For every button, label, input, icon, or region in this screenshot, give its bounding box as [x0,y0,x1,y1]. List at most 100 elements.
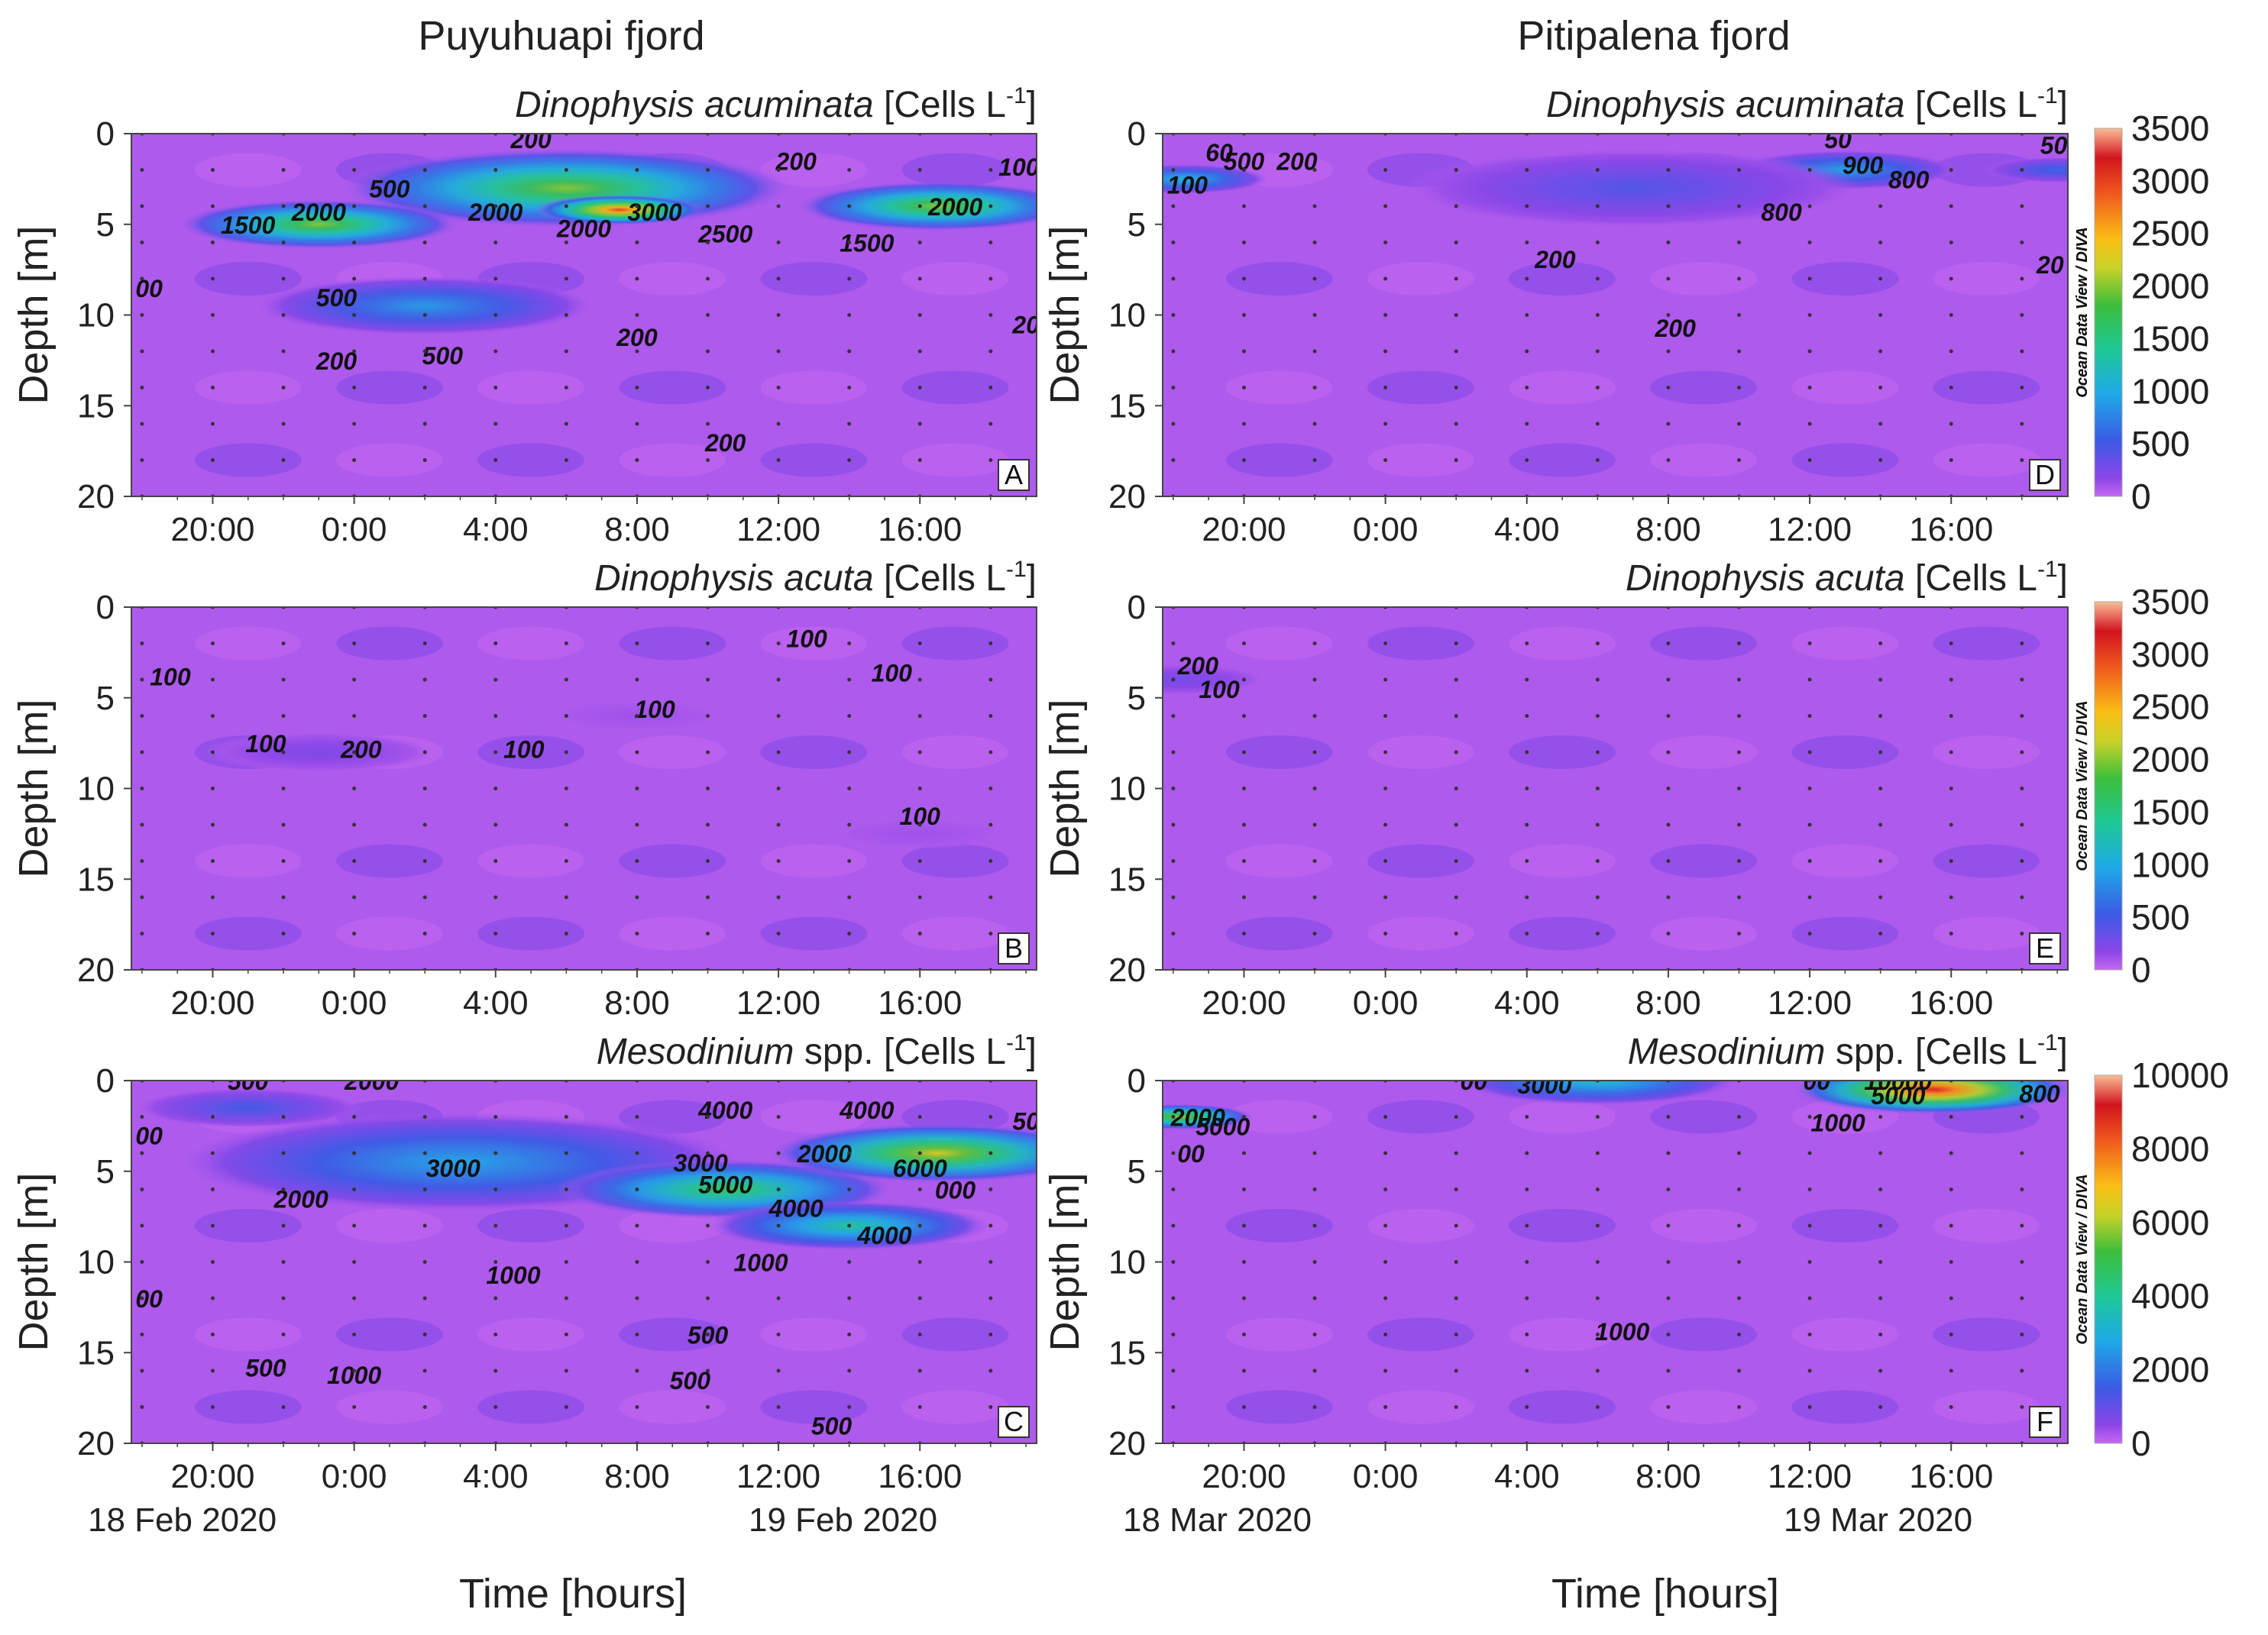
contour-label: 500 [316,284,358,312]
y-axis-label: Depth [m] [1042,225,1088,404]
heatmap-hotspot [1406,148,1859,228]
sample-point [1949,168,1953,172]
x-tick-label: 8:00 [1635,511,1701,548]
sample-point [493,750,498,754]
heatmap-texture [1225,1317,1333,1352]
sample-point [2020,1368,2024,1373]
y-tick-label: 0 [96,589,115,626]
y-tick-label: 15 [77,1334,115,1372]
sample-point [352,1405,357,1409]
sample-point [1525,932,1529,935]
sample-point [1949,750,1953,754]
sample-point [1525,386,1529,389]
panel-title-species: Dinophysis acuminata [515,85,874,125]
sample-point [1171,386,1176,389]
sample-point [1807,313,1812,317]
colorbar-tick-label: 2000 [2131,267,2209,306]
sample-point [1525,1260,1529,1264]
colorbar-F: 10000 8000 6000 4000 2000 0 Ocean Data View / … [2074,1055,2229,1463]
panel-letter: E [2036,932,2054,964]
sample-point [281,1368,286,1373]
sample-point [1525,241,1529,244]
sample-point [847,458,852,462]
contour-label: 500 [670,1367,711,1394]
heatmap-texture [1225,1209,1333,1242]
panel-title-species: Dinophysis acuminata [1546,85,1905,125]
colorbar-tick-label: 0 [2131,1423,2151,1463]
sample-point [352,1296,357,1301]
sample-point [776,1223,781,1228]
heatmap-texture [1933,370,2040,405]
heatmap-texture [335,1317,443,1352]
colorbar-tick-label: 1500 [2131,318,2209,358]
x-tick-label: 20:00 [170,511,254,548]
sample-point [1737,822,1742,827]
sample-point [140,1333,144,1336]
sample-point [1666,313,1671,317]
heatmap-texture [619,735,726,769]
sample-point [706,1115,710,1119]
sample-point [422,349,427,354]
sample-point [706,641,710,645]
sample-point [847,1368,852,1373]
sample-point [140,714,144,718]
sample-point [1454,859,1458,863]
heatmap-texture [194,1317,302,1352]
sample-point [1383,458,1388,462]
heatmap-texture [1650,1209,1758,1242]
contour-label: 200 [315,347,358,375]
panel-title-C: Mesodinium spp. [Cells L-1] [597,1030,1037,1072]
sample-point [564,1151,568,1155]
sample-point [210,859,215,863]
contour-label: 200 [704,429,746,457]
x-tick-label: 12:00 [1768,984,1852,1022]
sample-point [917,1223,922,1228]
sample-point [1595,1115,1600,1119]
contour-label: 6000 [893,1155,947,1182]
sample-point [1666,1115,1671,1119]
sample-point [1666,168,1671,172]
sample-point [352,422,357,426]
sample-point [1595,1333,1600,1336]
contour-label: 2000 [797,1140,852,1168]
sample-point [1241,1260,1246,1264]
sample-point [1807,822,1812,827]
heatmap-texture [619,443,726,477]
sample-point [564,1223,568,1228]
sample-point [422,822,427,827]
sample-point [1454,822,1458,827]
sample-point [140,458,144,462]
sample-point [1807,750,1812,754]
contour-label: 500 [245,1354,286,1381]
sample-point [2020,276,2024,281]
heatmap-texture [1650,844,1758,878]
y-tick-label: 20 [1108,478,1146,515]
sample-point [706,168,710,172]
sample-point [2020,458,2024,462]
sample-point [1383,168,1388,172]
sample-point [776,787,781,790]
x-tick-label: 8:00 [604,511,670,548]
colorbar-tick-label: 0 [2131,477,2151,516]
sample-point [1454,313,1458,317]
sample-point [1949,714,1953,718]
sample-point [917,787,922,790]
sample-point [1949,1333,1953,1336]
heatmap-texture [1367,735,1474,769]
sample-point [1525,422,1529,426]
y-tick-label: 0 [96,1062,115,1100]
sample-point [210,1187,215,1191]
sample-point [635,168,639,172]
heatmap-texture [1367,1317,1474,1352]
y-axis-label: Depth [m] [1042,1172,1088,1351]
sample-point [1312,859,1317,863]
sample-point [776,276,781,281]
sample-point [1737,1405,1742,1409]
heatmap-hotspot [1163,163,1269,194]
sample-point [1878,1223,1883,1228]
sample-point [281,349,286,354]
sample-point [493,1260,498,1264]
sample-point [1171,1368,1176,1373]
sample-point [352,677,357,682]
colorbar-tick-label: 1500 [2131,792,2209,832]
